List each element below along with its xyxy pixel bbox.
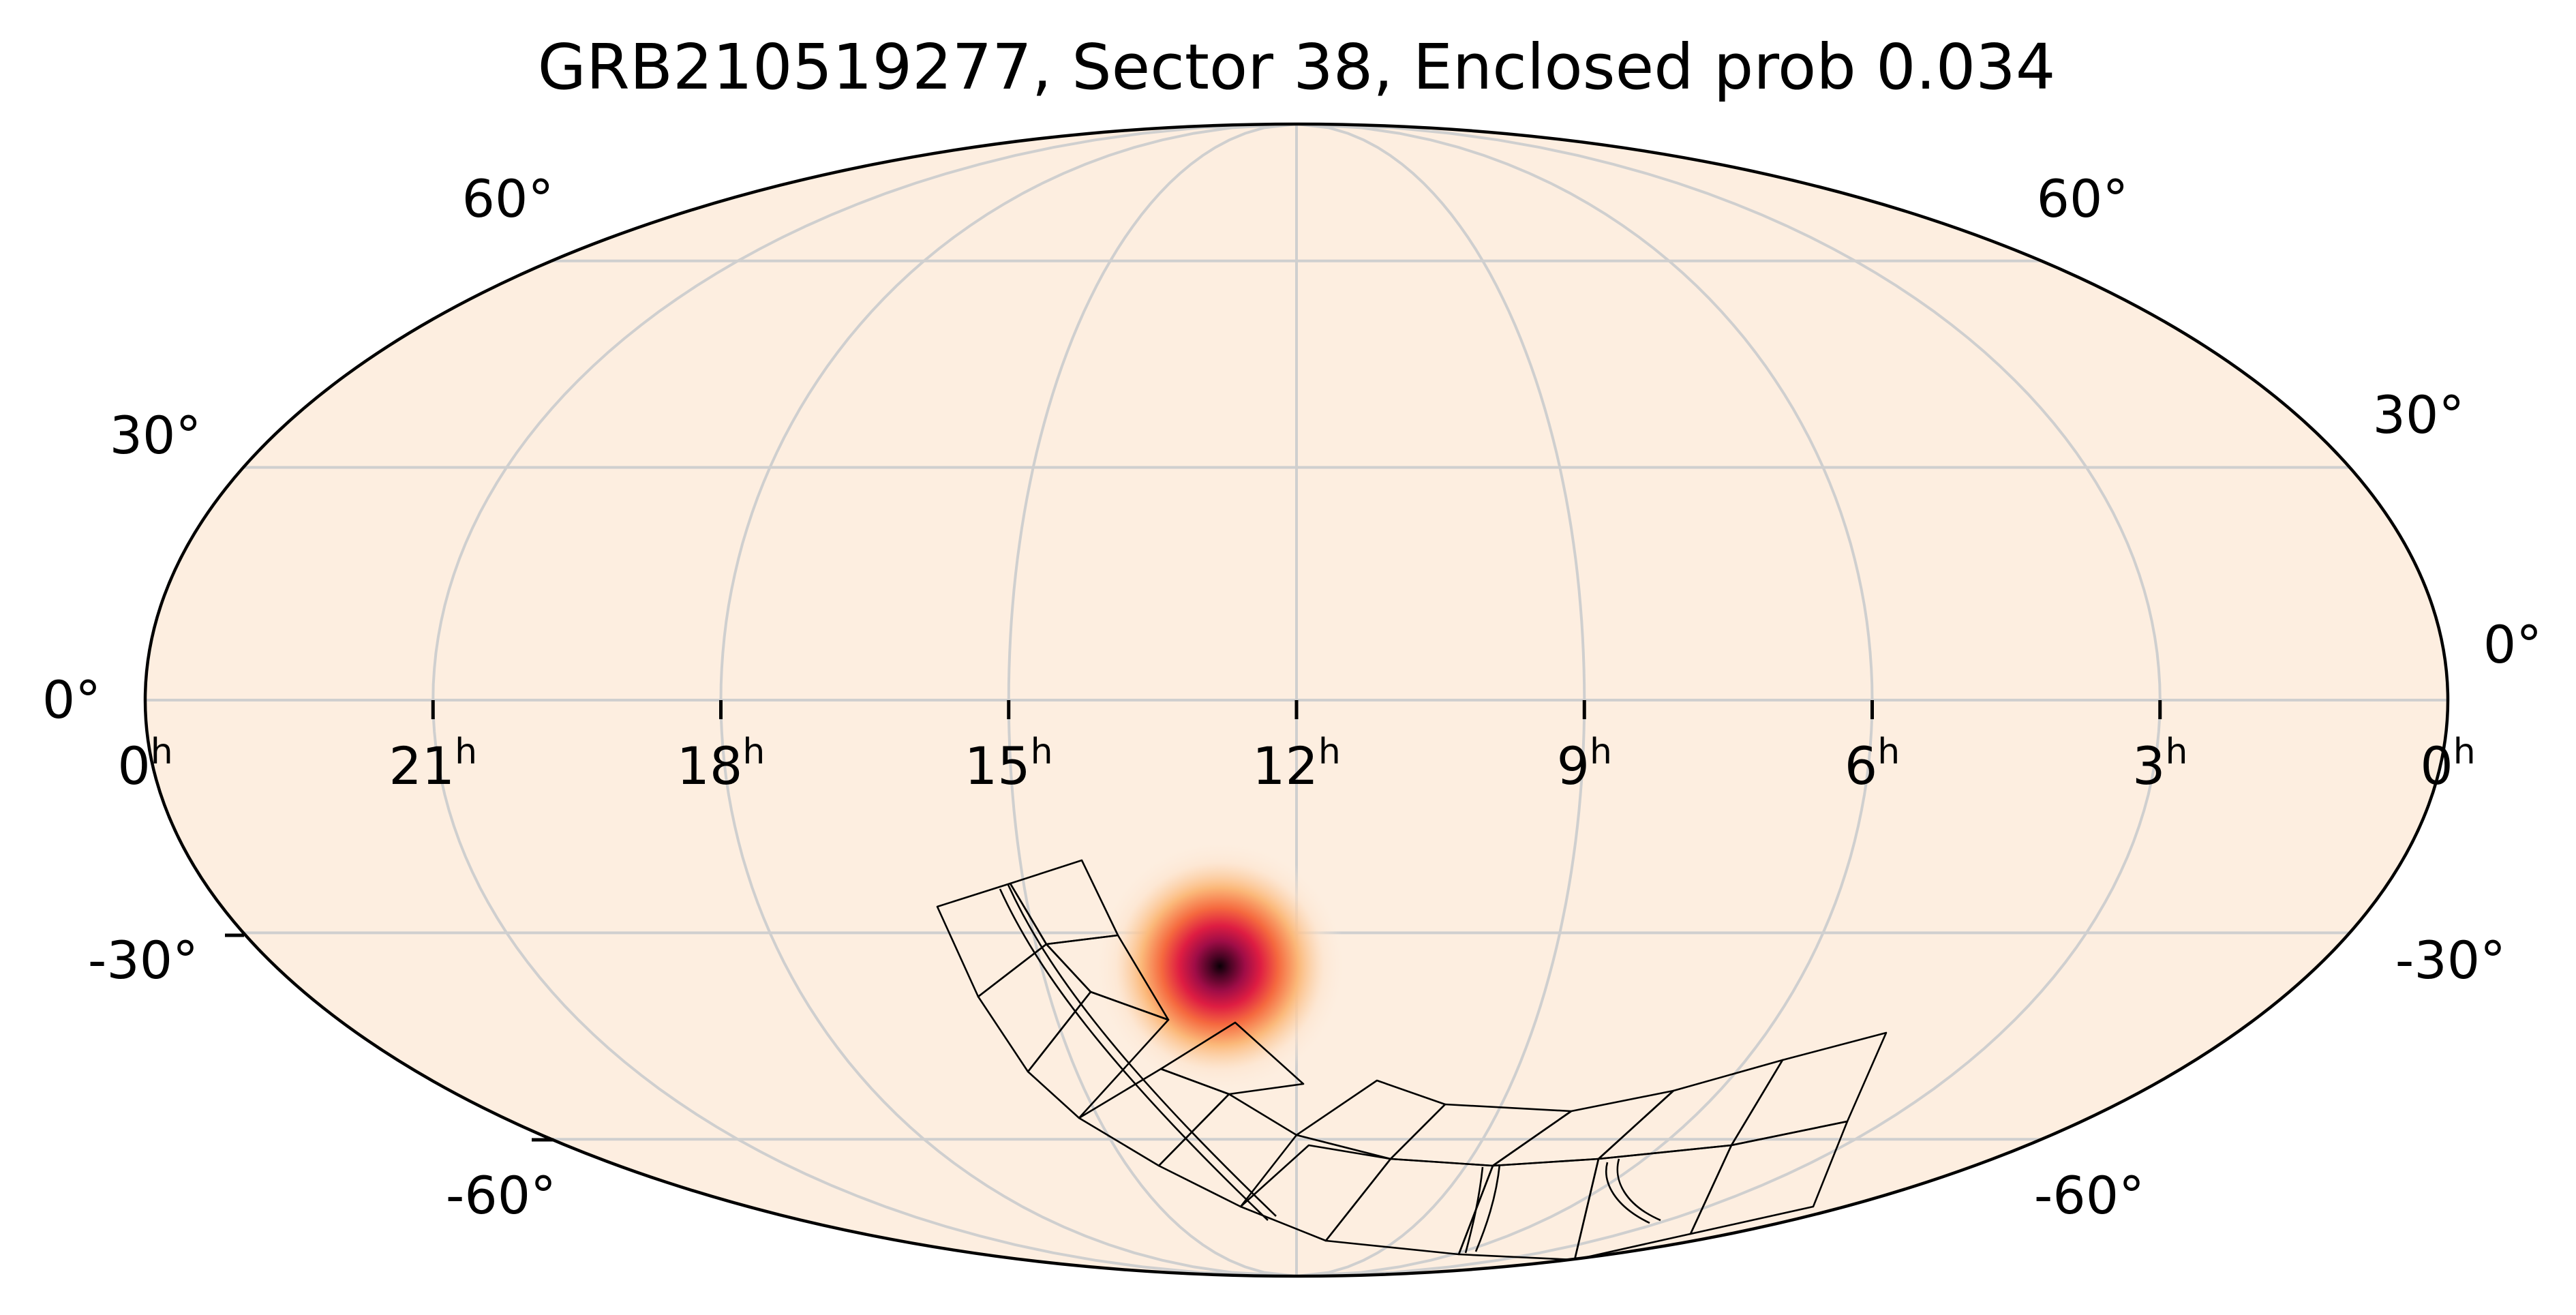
ccd-outline	[1730, 1031, 1888, 1147]
ra-tick-label: 18h	[677, 731, 766, 796]
camera-gap	[1616, 1158, 1661, 1222]
chart-title: GRB210519277, Sector 38, Enclosed prob 0…	[538, 31, 2056, 104]
dec-tick-30-right: 30°	[2373, 384, 2465, 445]
camera-gap	[1007, 884, 1277, 1217]
ra-tick-label: 6h	[1845, 731, 1900, 796]
dec-tick-m30-left: -30°	[88, 930, 198, 991]
dec-tick-m30-right: -30°	[2395, 930, 2506, 991]
ra-tick-label: 21h	[389, 731, 477, 796]
camera-gap	[999, 888, 1269, 1221]
ra-tick-label: 0h	[117, 731, 172, 796]
ccd-outline	[1027, 991, 1170, 1119]
sky-boundary	[143, 122, 2450, 1278]
dec-tick-60-right: 60°	[2037, 168, 2129, 229]
dec-tick-30-left: 30°	[110, 405, 202, 466]
camera-gap	[1464, 1166, 1484, 1254]
dec-tick-labels: 60° 60° 30° 30° 0° 0° -30° -30° -60° -60…	[42, 168, 2542, 1226]
dec-tick-60-left: 60°	[462, 168, 554, 229]
dec-tick-0-left: 0°	[42, 669, 101, 730]
dec-tick-0-right: 0°	[2483, 614, 2542, 675]
camera-gap	[1605, 1162, 1650, 1224]
tess-sector-footprint	[936, 859, 1888, 1261]
ccd-outline	[1160, 1021, 1305, 1095]
ra-tick-label: 0h	[2420, 731, 2475, 796]
camera-gap	[1474, 1164, 1501, 1252]
dec-tick-m60-right: -60°	[2034, 1165, 2145, 1226]
ra-tick-label: 9h	[1557, 731, 1612, 796]
ra-ticks: 0h 21h 18h 15h 12h 9h 6h 3h 0h	[117, 700, 2476, 796]
ra-tick-label: 3h	[2132, 731, 2187, 796]
dec-tick-m60-left: -60°	[446, 1165, 556, 1226]
ra-tick-label: 12h	[1252, 731, 1341, 796]
ra-tick-label: 15h	[965, 731, 1053, 796]
probability-peak	[1093, 839, 1347, 1093]
